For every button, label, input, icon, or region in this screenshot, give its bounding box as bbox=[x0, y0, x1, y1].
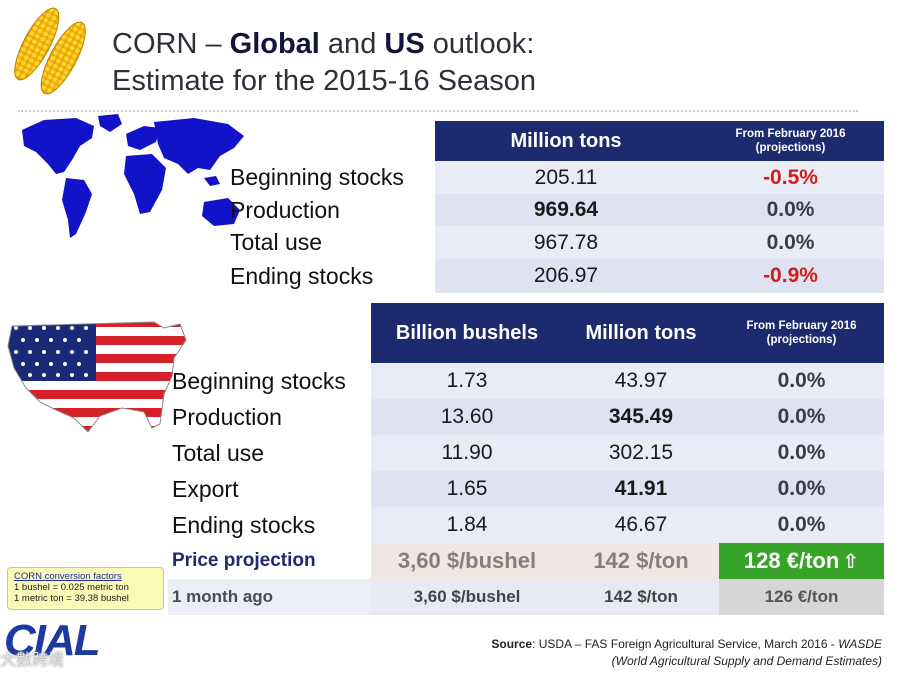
world-map-icon bbox=[22, 114, 244, 238]
header-million-tons: Million tons bbox=[435, 121, 697, 161]
row-label: Beginning stocks bbox=[172, 367, 346, 394]
tons-cell: 41.91 bbox=[563, 471, 719, 507]
header-from-february: From February 2016 (projections) bbox=[697, 121, 884, 161]
month-ago-label: 1 month ago bbox=[168, 579, 371, 615]
value-cell: 967.78 bbox=[435, 226, 697, 259]
global-outlook-table: Million tons From February 2016 (project… bbox=[226, 121, 884, 293]
tons-cell: 302.15 bbox=[563, 435, 719, 471]
source-wasde: WASDE bbox=[838, 637, 882, 651]
change-cell: 0.0% bbox=[697, 194, 884, 226]
price-projection-row: Price projection 3,60 $/bushel 142 $/ton… bbox=[168, 543, 884, 579]
header-empty bbox=[168, 303, 371, 363]
row-label: Production bbox=[172, 403, 282, 430]
source-note: Source: USDA – FAS Foreign Agricultural … bbox=[470, 636, 882, 670]
price-eur-value: 128 €/ton bbox=[743, 548, 840, 573]
value-cell: 205.11 bbox=[435, 161, 697, 194]
header-from-february: From February 2016 (projections) bbox=[719, 303, 884, 363]
source-label: Source bbox=[491, 637, 533, 651]
up-arrow-icon: ⇧ bbox=[842, 551, 860, 573]
table-row: Production 13.60 345.49 0.0% bbox=[168, 399, 884, 435]
bushels-cell: 1.84 bbox=[371, 507, 563, 543]
table-row: Ending stocks 1.84 46.67 0.0% bbox=[168, 507, 884, 543]
row-label: Beginning stocks bbox=[230, 164, 404, 190]
month-ton-cell: 142 $/ton bbox=[563, 579, 719, 615]
month-eur-cell: 126 €/ton bbox=[719, 579, 884, 615]
change-cell: 0.0% bbox=[719, 399, 884, 435]
bushels-cell: 11.90 bbox=[371, 435, 563, 471]
value-cell: 969.64 bbox=[435, 194, 697, 226]
corn-icon bbox=[14, 7, 86, 95]
value-cell: 206.97 bbox=[435, 259, 697, 293]
table-row: Ending stocks 206.97 -0.9% bbox=[226, 259, 884, 293]
table-row: Production 969.64 0.0% bbox=[226, 194, 884, 226]
title-line-1: CORN – Global and US outlook: bbox=[112, 26, 536, 63]
price-ton-cell: 142 $/ton bbox=[563, 543, 719, 579]
title-global: Global bbox=[229, 28, 320, 60]
watermark-text: 大數跨境 bbox=[0, 652, 65, 669]
page-title: CORN – Global and US outlook: Estimate f… bbox=[112, 26, 536, 100]
title-suffix: outlook: bbox=[424, 28, 535, 60]
bushels-cell: 1.73 bbox=[371, 363, 563, 399]
header-from-feb-line2: (projections) bbox=[755, 142, 826, 154]
title-and: and bbox=[319, 28, 385, 60]
row-label: Export bbox=[172, 475, 239, 502]
table-row: Total use 967.78 0.0% bbox=[226, 226, 884, 259]
price-bushel-cell: 3,60 $/bushel bbox=[371, 543, 563, 579]
title-prefix: CORN – bbox=[112, 28, 230, 60]
source-line-2: (World Agricultural Supply and Demand Es… bbox=[611, 654, 882, 668]
conversion-factors-note: CORN conversion factors 1 bushel = 0.025… bbox=[7, 567, 164, 610]
header-from-feb-line1: From February 2016 bbox=[746, 320, 857, 332]
row-label: Production bbox=[230, 196, 340, 223]
us-outlook-table: Billion bushels Million tons From Februa… bbox=[168, 303, 884, 615]
title-divider bbox=[18, 110, 858, 112]
change-cell: 0.0% bbox=[719, 507, 884, 543]
price-projection-label: Price projection bbox=[172, 550, 316, 571]
bushels-cell: 13.60 bbox=[371, 399, 563, 435]
us-flag-map-icon bbox=[7, 321, 187, 433]
change-cell: 0.0% bbox=[697, 226, 884, 259]
tons-cell: 43.97 bbox=[563, 363, 719, 399]
change-cell: -0.9% bbox=[697, 259, 884, 293]
title-us: US bbox=[384, 28, 425, 60]
month-bushel-cell: 3,60 $/bushel bbox=[371, 579, 563, 615]
table-row: Beginning stocks 205.11 -0.5% bbox=[226, 161, 884, 194]
header-from-feb-line1: From February 2016 bbox=[735, 128, 846, 140]
title-line-2: Estimate for the 2015-16 Season bbox=[112, 65, 536, 97]
tons-cell: 345.49 bbox=[563, 399, 719, 435]
table-row: Export 1.65 41.91 0.0% bbox=[168, 471, 884, 507]
source-text: : USDA – FAS Foreign Agricultural Servic… bbox=[532, 637, 839, 651]
note-line-1: 1 bushel = 0.025 metric ton bbox=[14, 582, 129, 593]
row-label: Total use bbox=[172, 439, 265, 466]
table-row: Beginning stocks 1.73 43.97 0.0% bbox=[168, 363, 884, 399]
table-header-row: Billion bushels Million tons From Februa… bbox=[168, 303, 884, 363]
cial-logo: CIAL bbox=[4, 616, 101, 665]
month-ago-row: 1 month ago 3,60 $/bushel 142 $/ton 126 … bbox=[168, 579, 884, 615]
header-million-tons: Million tons bbox=[563, 303, 719, 363]
bushels-cell: 1.65 bbox=[371, 471, 563, 507]
tons-cell: 46.67 bbox=[563, 507, 719, 543]
change-cell: 0.0% bbox=[719, 471, 884, 507]
header-from-feb-line2: (projections) bbox=[766, 334, 837, 346]
header-empty bbox=[226, 121, 435, 161]
price-eur-cell: 128 €/ton ⇧ bbox=[719, 543, 884, 579]
row-label: Ending stocks bbox=[172, 511, 316, 538]
table-row: Total use 11.90 302.15 0.0% bbox=[168, 435, 884, 471]
row-label: Ending stocks bbox=[230, 262, 374, 289]
row-label: Total use bbox=[230, 229, 323, 255]
change-cell: 0.0% bbox=[719, 435, 884, 471]
change-cell: -0.5% bbox=[697, 161, 884, 194]
change-cell: 0.0% bbox=[719, 363, 884, 399]
note-title: CORN conversion factors bbox=[14, 571, 122, 582]
header-billion-bushels: Billion bushels bbox=[371, 303, 563, 363]
note-line-2: 1 metric ton = 39.38 bushel bbox=[14, 593, 129, 604]
table-header-row: Million tons From February 2016 (project… bbox=[226, 121, 884, 161]
